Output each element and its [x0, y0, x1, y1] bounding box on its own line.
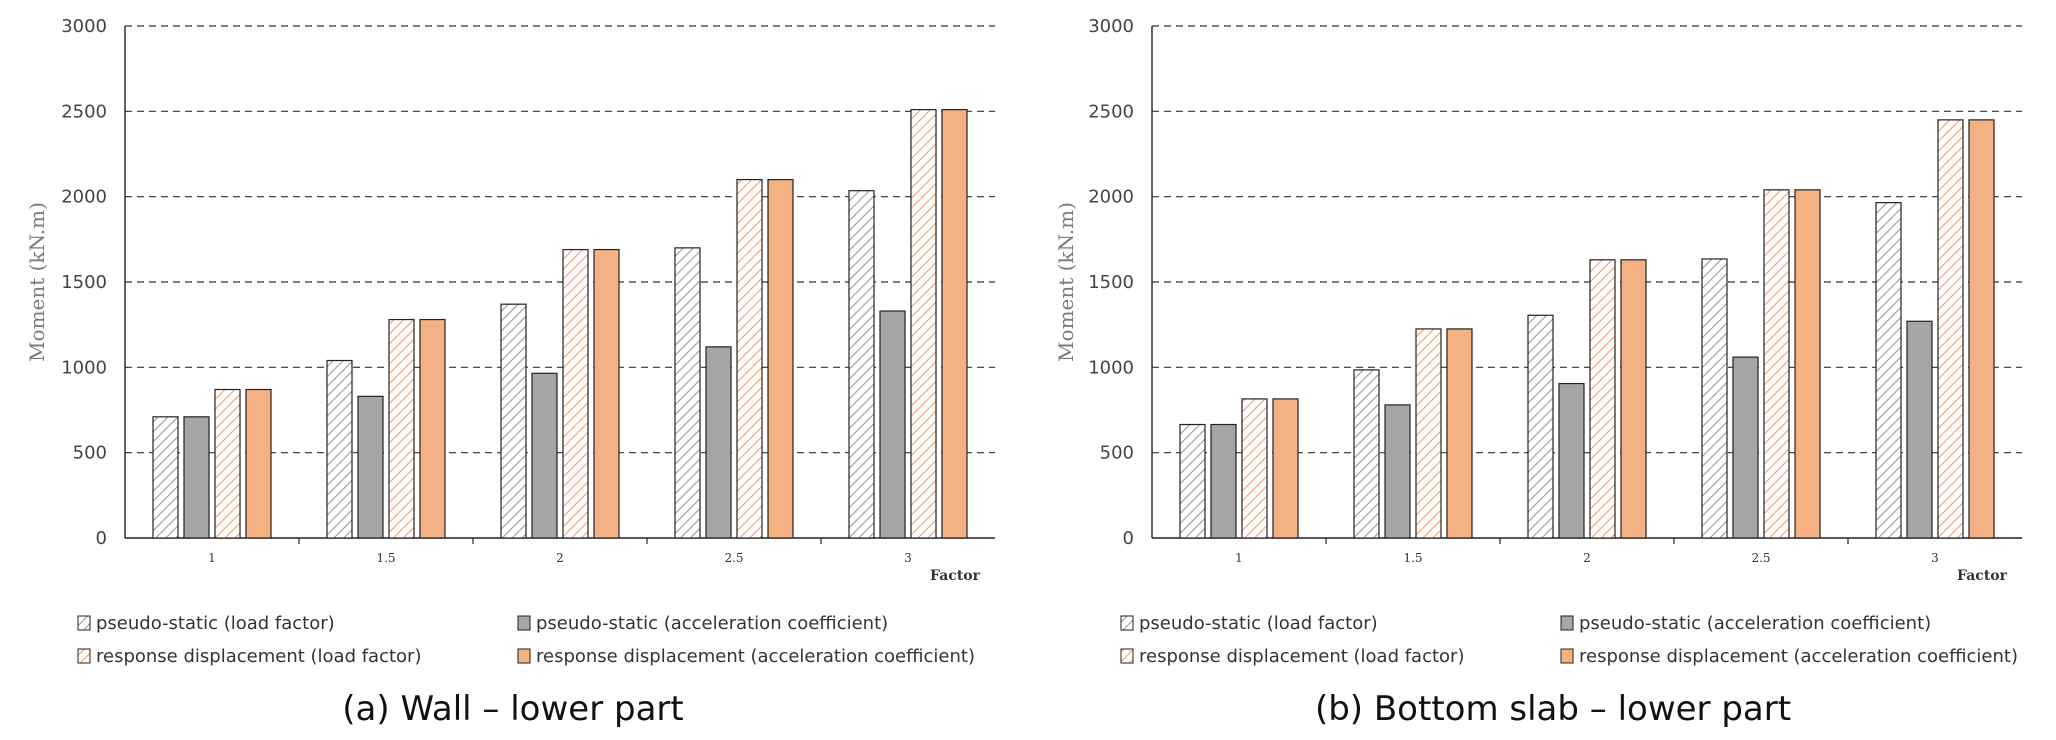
- y-tick-label: 3000: [61, 16, 107, 37]
- x-tick-label: 1.5: [376, 551, 395, 565]
- bar-solid-orange-1: [245, 388, 272, 539]
- bar-solid-gray-1: [183, 416, 210, 539]
- x-axis-title: Factor: [930, 568, 981, 584]
- legend-item-1: pseudo-static (load factor): [77, 613, 335, 634]
- x-tick-label: 1: [208, 551, 216, 565]
- legend-label: pseudo-static (acceleration coefficient): [536, 613, 888, 634]
- bar-hatch-gray-2.5: [1701, 258, 1728, 539]
- y-tick-label: 3000: [1088, 16, 1134, 37]
- bar-solid-orange-3: [941, 109, 968, 539]
- bar-hatch-gray-1: [152, 416, 179, 539]
- legend-swatch: [517, 648, 531, 664]
- bar-hatch-orange-1.5: [388, 318, 415, 539]
- x-tick-label: 1: [1235, 551, 1243, 565]
- legend-swatch: [517, 615, 531, 631]
- bar-solid-gray-3: [1906, 320, 1933, 539]
- bar-hatch-gray-2: [500, 303, 527, 539]
- legend-item-2: pseudo-static (acceleration coefficient): [1560, 613, 1931, 634]
- legend-swatch: [1560, 648, 1574, 664]
- x-tick-label: 2: [556, 551, 564, 565]
- bar-solid-gray-2.5: [705, 346, 732, 539]
- bar-solid-orange-2: [1620, 259, 1647, 539]
- y-tick-label: 500: [1100, 443, 1134, 464]
- legend-label: response displacement (load factor): [1139, 646, 1464, 667]
- y-tick-label: 2500: [61, 101, 107, 122]
- chart-panel-2: 0 500 1000 1500 2000 2500 3000 1 1.5 2 2.5 3 Factor M…: [1054, 16, 2022, 729]
- bar-hatch-gray-3: [848, 190, 875, 539]
- chart-caption: (a) Wall – lower part: [342, 689, 683, 729]
- bar-hatch-orange-2: [562, 248, 589, 539]
- bar-solid-orange-1: [1272, 398, 1299, 539]
- bar-hatch-orange-2: [1589, 259, 1616, 539]
- legend-label: response displacement (load factor): [96, 646, 421, 667]
- x-tick-label: 1.5: [1403, 551, 1422, 565]
- bar-solid-gray-2: [531, 372, 558, 539]
- bar-solid-gray-2.5: [1732, 356, 1759, 539]
- bar-hatch-orange-3: [910, 109, 937, 539]
- x-tick-label: 3: [1931, 551, 1939, 565]
- bar-hatch-orange-2.5: [736, 179, 763, 539]
- x-axis-title: Factor: [1957, 568, 2008, 584]
- legend-item-4: response displacement (acceleration coef…: [1560, 646, 2018, 667]
- y-tick-label: 2000: [1088, 187, 1134, 208]
- legend-item-4: response displacement (acceleration coef…: [517, 646, 975, 667]
- bar-hatch-orange-1.5: [1415, 328, 1442, 539]
- bar-hatch-orange-1: [214, 388, 241, 539]
- bar-hatch-gray-2.5: [674, 247, 701, 539]
- bar-hatch-gray-1.5: [1353, 369, 1380, 539]
- y-tick-label: 2500: [1088, 101, 1134, 122]
- legend-item-3: response displacement (load factor): [1120, 646, 1464, 667]
- y-tick-label: 500: [73, 443, 107, 464]
- legend-label: response displacement (acceleration coef…: [536, 646, 975, 667]
- legend-swatch: [1560, 615, 1574, 631]
- bar-hatch-gray-1: [1179, 423, 1206, 539]
- y-tick-label: 1000: [61, 357, 107, 378]
- bar-solid-gray-1.5: [1384, 404, 1411, 539]
- bar-hatch-gray-3: [1875, 202, 1902, 539]
- legend-item-2: pseudo-static (acceleration coefficient): [517, 613, 888, 634]
- bar-solid-orange-3: [1968, 119, 1995, 539]
- legend-swatch: [1120, 615, 1134, 631]
- legend-swatch: [1120, 648, 1134, 664]
- legend-label: pseudo-static (load factor): [1139, 613, 1378, 634]
- legend-swatch: [77, 615, 91, 631]
- legend-item-3: response displacement (load factor): [77, 646, 421, 667]
- bar-hatch-gray-2: [1527, 314, 1554, 539]
- y-axis-title: Moment (kN.m): [1054, 202, 1078, 362]
- x-tick-label: 3: [904, 551, 912, 565]
- y-tick-label: 2000: [61, 187, 107, 208]
- legend-item-1: pseudo-static (load factor): [1120, 613, 1378, 634]
- legend-label: pseudo-static (load factor): [96, 613, 335, 634]
- bar-hatch-gray-1.5: [326, 359, 353, 539]
- bar-solid-gray-1: [1210, 423, 1237, 539]
- bar-solid-orange-2.5: [1794, 189, 1821, 539]
- bar-solid-orange-2.5: [767, 179, 794, 539]
- bar-solid-gray-3: [879, 310, 906, 539]
- bar-solid-orange-1.5: [419, 318, 446, 539]
- y-tick-label: 1500: [1088, 272, 1134, 293]
- bar-solid-orange-2: [593, 248, 620, 539]
- bar-solid-gray-2: [1558, 382, 1585, 539]
- bar-solid-orange-1.5: [1446, 328, 1473, 539]
- bar-hatch-orange-3: [1937, 119, 1964, 539]
- x-tick-label: 2.5: [724, 551, 743, 565]
- y-tick-label: 1000: [1088, 357, 1134, 378]
- chart-panel-1: 0 500 1000 1500 2000 2500 3000 1 1.5 2 2.5 3 Factor M…: [25, 16, 995, 729]
- x-tick-label: 2.5: [1751, 551, 1770, 565]
- y-tick-label: 0: [96, 528, 107, 549]
- legend-label: pseudo-static (acceleration coefficient): [1579, 613, 1931, 634]
- bar-solid-gray-1.5: [357, 395, 384, 539]
- legend-label: response displacement (acceleration coef…: [1579, 646, 2018, 667]
- y-tick-label: 0: [1123, 528, 1134, 549]
- chart-caption: (b) Bottom slab – lower part: [1315, 689, 1791, 729]
- y-axis-title: Moment (kN.m): [25, 202, 49, 362]
- legend-swatch: [77, 648, 91, 664]
- bar-hatch-orange-2.5: [1763, 189, 1790, 539]
- x-tick-label: 2: [1583, 551, 1591, 565]
- bar-hatch-orange-1: [1241, 398, 1268, 539]
- y-tick-label: 1500: [61, 272, 107, 293]
